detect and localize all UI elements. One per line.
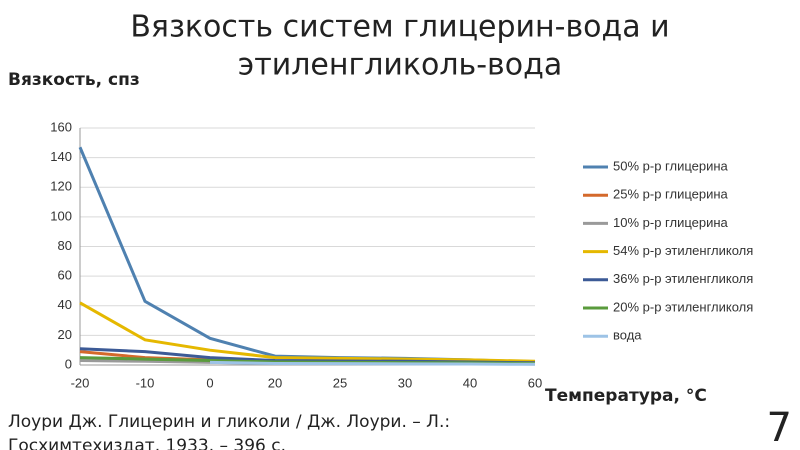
legend-label: 20% р-р этиленгликоля bbox=[613, 299, 753, 314]
x-tick-label: 60 bbox=[528, 375, 542, 390]
x-tick-label: 0 bbox=[206, 375, 213, 390]
x-tick-label: 40 bbox=[463, 375, 477, 390]
y-tick-label: 80 bbox=[58, 238, 72, 253]
y-tick-label: 120 bbox=[50, 179, 72, 194]
legend-label: 50% р-р глицерина bbox=[613, 158, 729, 173]
y-tick-label: 140 bbox=[50, 149, 72, 164]
y-tick-label: 100 bbox=[50, 208, 72, 223]
y-tick-label: 0 bbox=[65, 356, 72, 371]
x-axis-label: Температура, °C bbox=[545, 386, 707, 406]
y-tick-label: 40 bbox=[58, 297, 72, 312]
legend-label: 25% р-р глицерина bbox=[613, 187, 729, 202]
legend-label: 54% р-р этиленгликоля bbox=[613, 243, 753, 258]
x-tick-label: -20 bbox=[71, 375, 90, 390]
y-tick-label: 160 bbox=[50, 119, 72, 134]
page-number: 7 bbox=[767, 405, 792, 450]
series-line bbox=[78, 146, 536, 364]
title-line: этиленгликоль-вода bbox=[238, 48, 562, 83]
y-tick-label: 20 bbox=[58, 327, 72, 342]
y-tick-label: 60 bbox=[58, 268, 72, 283]
citation-line: Лоури Дж. Глицерин и гликоли / Дж. Лоури… bbox=[8, 412, 450, 432]
legend-label: 10% р-р глицерина bbox=[613, 215, 729, 230]
x-tick-label: 25 bbox=[333, 375, 347, 390]
y-axis-label: Вязкость, спз bbox=[8, 70, 140, 90]
series-line bbox=[79, 301, 536, 363]
legend-label: 36% р-р этиленгликоля bbox=[613, 271, 753, 286]
series-line bbox=[209, 360, 536, 366]
title-line: Вязкость систем глицерин-вода и bbox=[130, 10, 669, 45]
legend-label: вода bbox=[613, 328, 642, 343]
x-tick-label: 30 bbox=[398, 375, 412, 390]
x-tick-label: 20 bbox=[268, 375, 282, 390]
citation-line: Госхимтехиздат, 1933. – 396 с. bbox=[8, 436, 286, 450]
x-tick-label: -10 bbox=[136, 375, 155, 390]
